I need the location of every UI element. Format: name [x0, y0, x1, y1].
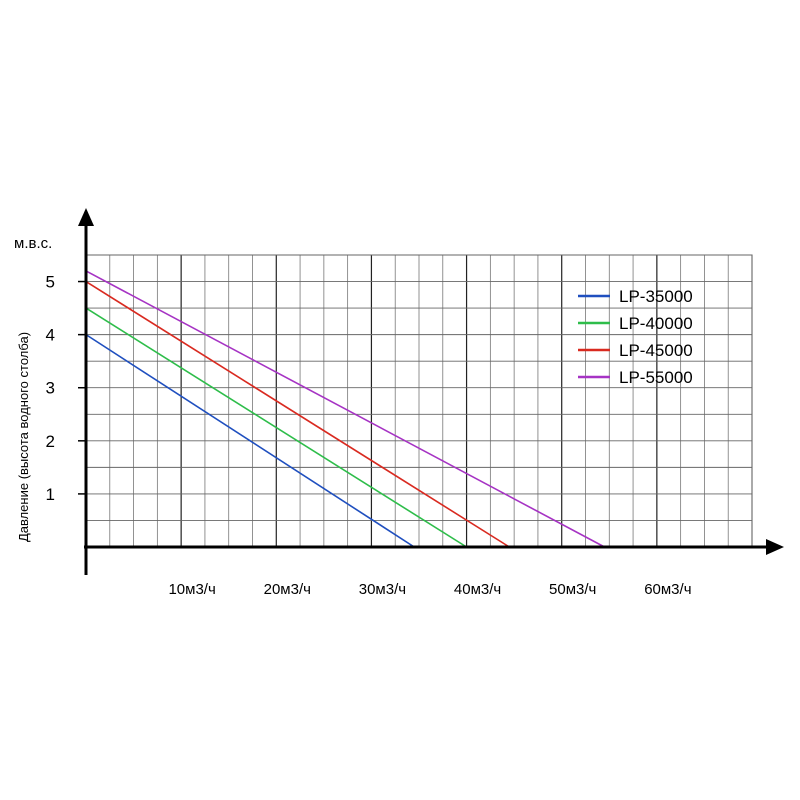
tick-labels: 1 2 3 4 5 10м3/ч 20м3/ч 30м3/ч 40м3/ч 50м3/ч 60м3/… — [46, 273, 692, 598]
y-axis-arrow — [78, 208, 94, 226]
y-tick-label: 4 — [46, 326, 55, 345]
legend-label-lp-35000: LP-35000 — [619, 287, 693, 306]
x-tick-label: 40м3/ч — [454, 581, 501, 598]
series-line-lp-35000 — [85, 333, 415, 548]
series-line-lp-40000 — [85, 307, 467, 548]
series-line-lp-55000 — [85, 270, 605, 548]
x-tick-label: 30м3/ч — [359, 581, 406, 598]
y-tick-label: 2 — [46, 432, 55, 451]
x-axis-arrow — [766, 539, 784, 555]
axes — [78, 208, 784, 575]
x-tick-label: 60м3/ч — [644, 581, 691, 598]
grid — [85, 254, 753, 548]
legend: LP-35000 LP-40000 LP-45000 LP-55000 — [578, 287, 693, 387]
x-tick-label: 10м3/ч — [168, 581, 215, 598]
legend-label-lp-55000: LP-55000 — [619, 368, 693, 387]
y-tick-label: 3 — [46, 379, 55, 398]
x-tick-label: 20м3/ч — [264, 581, 311, 598]
legend-label-lp-40000: LP-40000 — [619, 314, 693, 333]
series-lines — [85, 270, 605, 548]
x-tick-label: 50м3/ч — [549, 581, 596, 598]
y-tick-label: 1 — [46, 485, 55, 504]
y-unit-label: м.в.с. — [14, 235, 52, 252]
y-tick-label: 5 — [46, 273, 55, 292]
legend-label-lp-45000: LP-45000 — [619, 341, 693, 360]
y-axis-title: Давление (высота водного столба) — [16, 332, 31, 542]
series-line-lp-45000 — [85, 280, 510, 548]
